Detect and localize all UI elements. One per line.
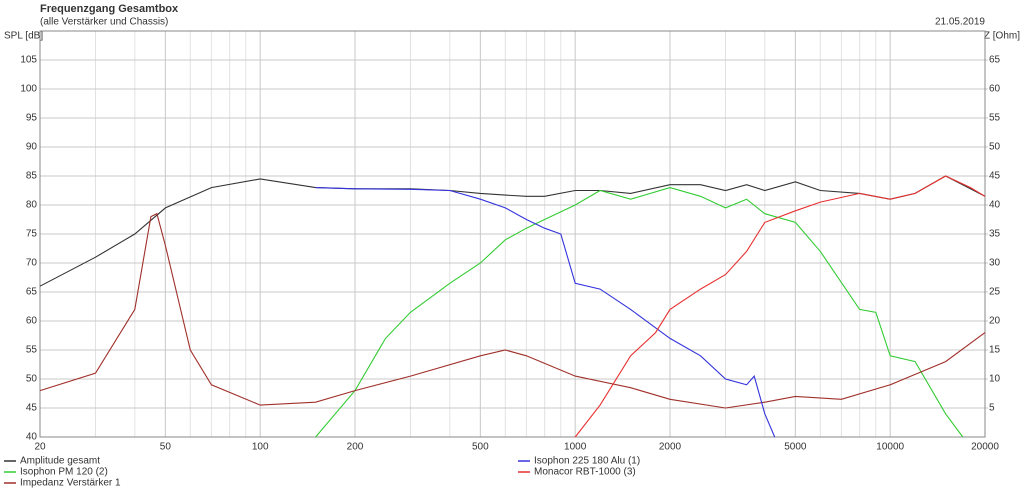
y-tick-label: 100 [20,84,37,95]
x-tick-label: 20 [34,442,46,453]
x-tick-label: 1000 [564,442,587,453]
y-tick-label: 70 [26,258,38,269]
y2-tick-label: 15 [989,345,1001,356]
y2-tick-label: 30 [989,258,1001,269]
y2-tick-label: 65 [989,55,1001,66]
y-tick-label: 105 [20,55,37,66]
x-tick-label: 100 [252,442,269,453]
date: 21.05.2019 [935,17,985,28]
y2-tick-label: 25 [989,287,1001,298]
y2-tick-label: 60 [989,84,1001,95]
y2-tick-label: 45 [989,171,1001,182]
y-tick-label: 55 [26,345,38,356]
legend-label: Isophon 225 180 Alu (1) [534,456,640,467]
series-line [315,187,776,438]
x-tick-label: 20000 [971,442,999,453]
x-tick-label: 5000 [784,442,807,453]
y-tick-label: 95 [26,113,38,124]
y2-tick-label: 50 [989,142,1001,153]
y2-axis-label: Z [Ohm] [984,31,1020,42]
plot-frame [39,30,986,438]
x-tick-label: 50 [160,442,172,453]
x-tick-label: 10000 [876,442,904,453]
y-tick-label: 60 [26,316,38,327]
chart-subtitle: (alle Verstärker und Chassis) [40,17,168,28]
y-tick-label: 90 [26,142,38,153]
x-tick-label: 500 [472,442,489,453]
y2-tick-label: 5 [989,403,995,414]
legend-label: Amplitude gesamt [20,456,100,467]
series-line [574,175,986,438]
chart-title: Frequenzgang Gesamtbox [40,3,179,15]
y-tick-label: 85 [26,171,38,182]
y2-tick-label: 10 [989,374,1001,385]
series-line [39,175,986,287]
y2-tick-label: 20 [989,316,1001,327]
y-tick-label: 75 [26,229,38,240]
y-tick-label: 50 [26,374,38,385]
legend-label: Isophon PM 120 (2) [20,467,108,478]
x-tick-label: 200 [347,442,364,453]
series-line [39,212,986,409]
legend-label: Impedanz Verstärker 1 [20,478,121,489]
y-axis-label: SPL [dB] [4,31,43,42]
y-tick-label: 80 [26,200,38,211]
series-line [315,187,964,438]
y-tick-label: 45 [26,403,38,414]
x-tick-label: 2000 [659,442,682,453]
y2-tick-label: 35 [989,229,1001,240]
legend-label: Monacor RBT-1000 (3) [534,467,636,478]
y-tick-label: 65 [26,287,38,298]
y2-tick-label: 40 [989,200,1001,211]
y2-tick-label: 55 [989,113,1001,124]
y-tick-label: 40 [26,432,38,443]
